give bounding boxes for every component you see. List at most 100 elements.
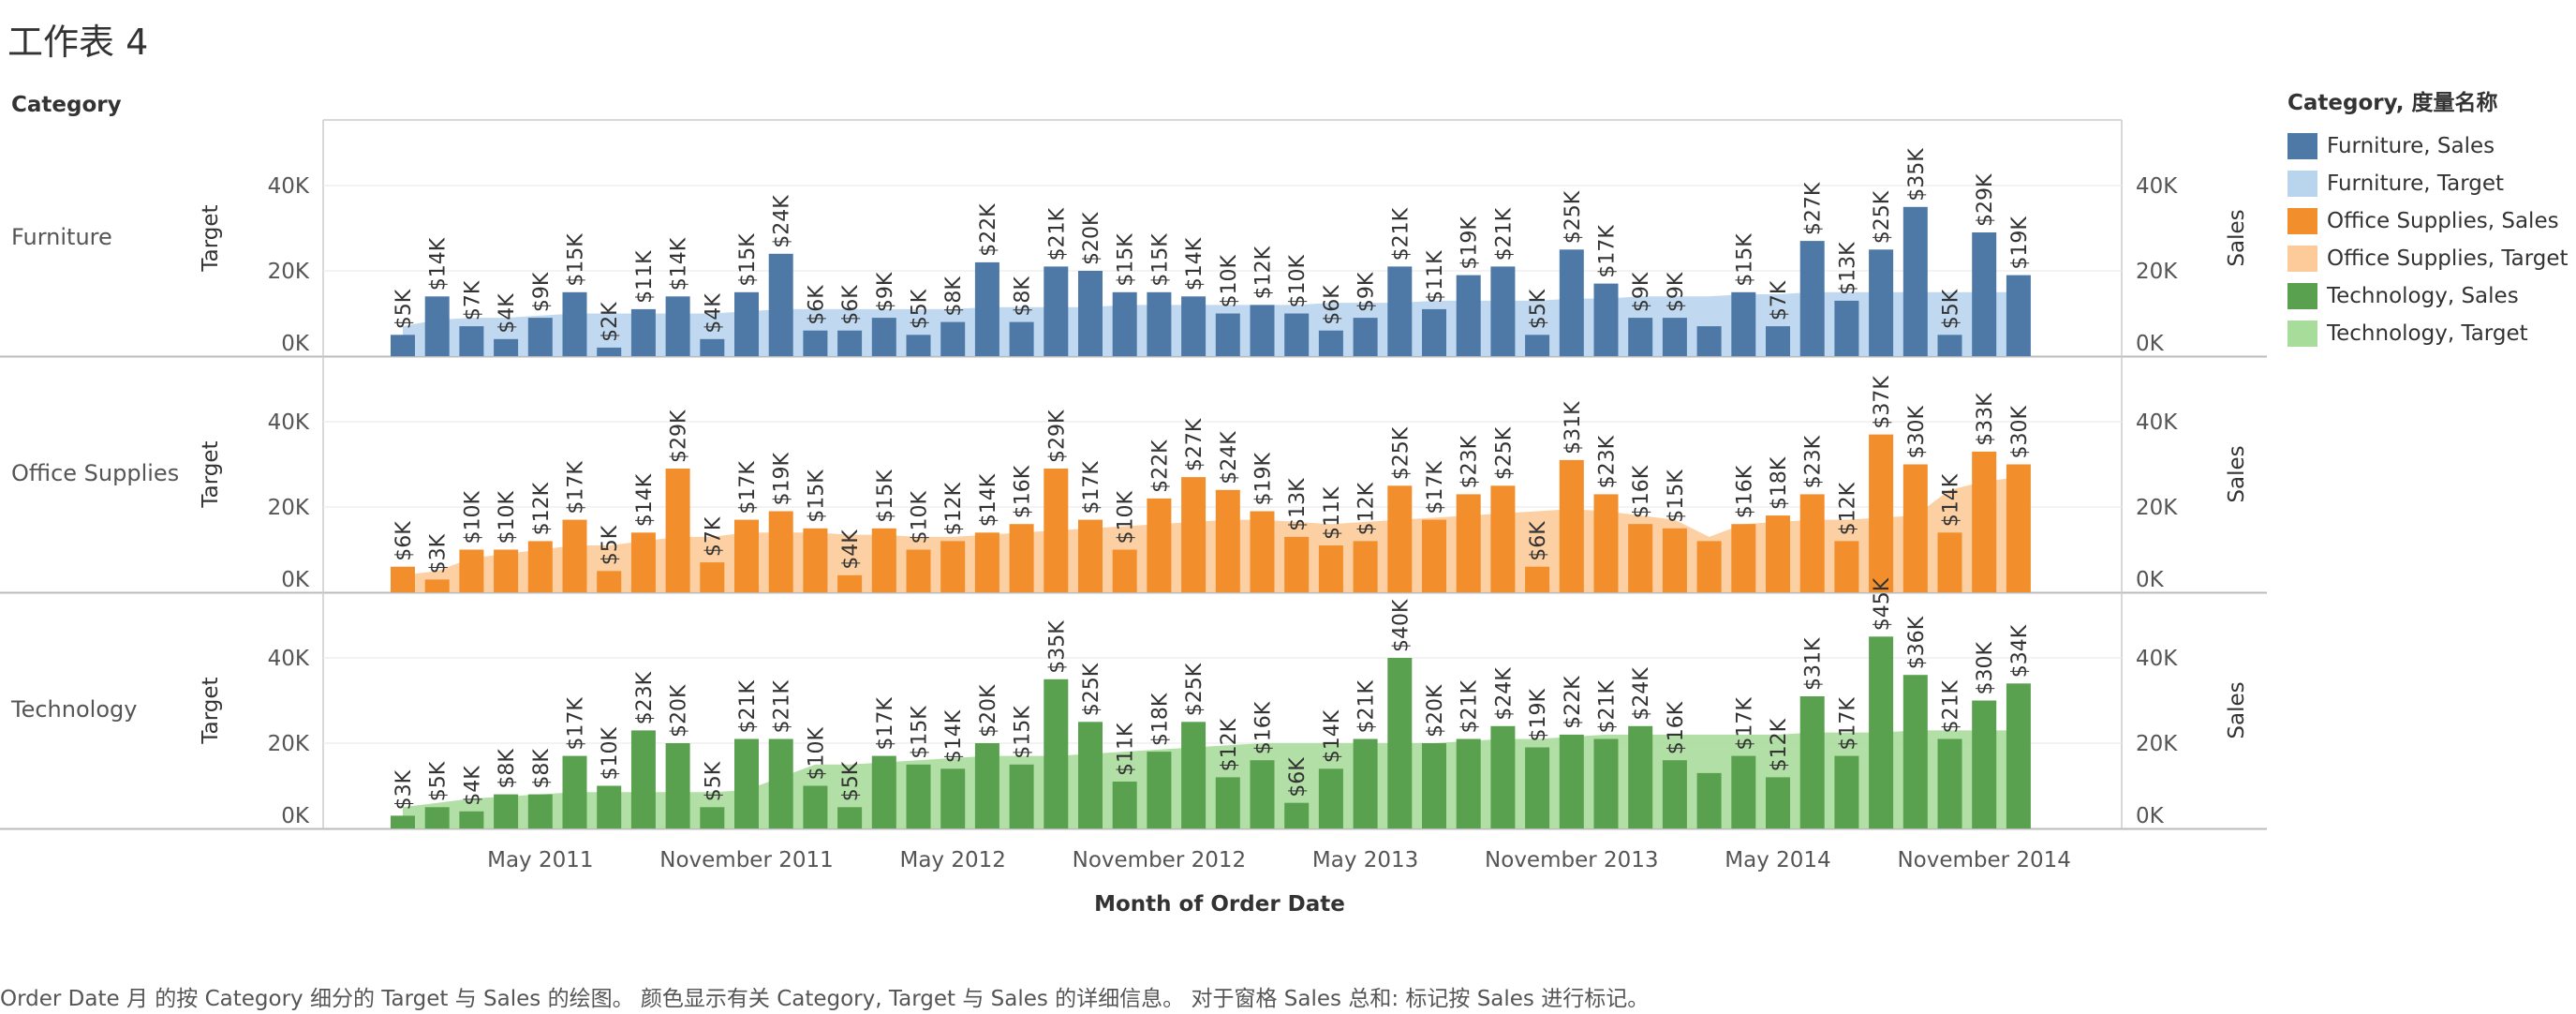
sales-bar[interactable] xyxy=(665,296,690,356)
sales-bar[interactable] xyxy=(1318,545,1343,592)
legend-item[interactable]: Furniture, Sales xyxy=(2287,127,2569,165)
sales-bar[interactable] xyxy=(1766,515,1790,592)
sales-bar[interactable] xyxy=(1147,498,1172,592)
sales-bar[interactable] xyxy=(2006,464,2031,593)
sales-bar[interactable] xyxy=(1799,494,1825,592)
sales-bar[interactable] xyxy=(1696,326,1722,356)
sales-bar[interactable] xyxy=(391,566,415,592)
sales-bar[interactable] xyxy=(494,549,519,593)
sales-bar[interactable] xyxy=(562,755,587,828)
sales-bar[interactable] xyxy=(597,347,622,356)
sales-bar[interactable] xyxy=(1834,541,1859,592)
sales-bar[interactable] xyxy=(734,738,759,829)
sales-bar[interactable] xyxy=(1902,675,1928,828)
sales-bar[interactable] xyxy=(1869,636,1894,829)
sales-bar[interactable] xyxy=(1593,283,1619,356)
legend-item[interactable]: Furniture, Target xyxy=(2287,165,2569,202)
sales-bar[interactable] xyxy=(1181,722,1207,829)
sales-bar[interactable] xyxy=(424,296,450,356)
sales-bar[interactable] xyxy=(906,335,931,357)
sales-bar[interactable] xyxy=(1284,802,1310,828)
sales-bar[interactable] xyxy=(837,330,863,356)
sales-bar[interactable] xyxy=(1972,451,1997,592)
sales-bar[interactable] xyxy=(1044,678,1069,829)
sales-bar[interactable] xyxy=(837,574,863,592)
sales-bar[interactable] xyxy=(1559,734,1584,828)
sales-bar[interactable] xyxy=(665,469,690,592)
sales-bar[interactable] xyxy=(1937,335,1962,357)
sales-bar[interactable] xyxy=(1456,275,1481,356)
sales-bar[interactable] xyxy=(1972,700,1997,829)
sales-bar[interactable] xyxy=(391,335,415,357)
sales-bar[interactable] xyxy=(1834,755,1859,828)
sales-bar[interactable] xyxy=(494,338,519,356)
sales-bar[interactable] xyxy=(527,794,553,828)
sales-bar[interactable] xyxy=(459,326,484,356)
sales-bar[interactable] xyxy=(768,253,793,356)
sales-bar[interactable] xyxy=(1353,738,1378,829)
sales-bar[interactable] xyxy=(459,811,484,828)
sales-bar[interactable] xyxy=(1766,777,1790,828)
sales-bar[interactable] xyxy=(1490,266,1516,356)
sales-bar[interactable] xyxy=(1696,541,1722,592)
sales-bar[interactable] xyxy=(665,743,690,828)
sales-bar[interactable] xyxy=(630,308,656,356)
sales-bar[interactable] xyxy=(1250,760,1275,828)
sales-bar[interactable] xyxy=(1628,524,1653,592)
sales-bar[interactable] xyxy=(1044,266,1069,356)
sales-bar[interactable] xyxy=(1559,249,1584,357)
sales-bar[interactable] xyxy=(1078,722,1103,829)
sales-bar[interactable] xyxy=(2006,275,2031,356)
sales-bar[interactable] xyxy=(1318,768,1343,828)
sales-bar[interactable] xyxy=(1250,511,1275,593)
sales-bar[interactable] xyxy=(459,549,484,593)
sales-bar[interactable] xyxy=(1937,738,1962,829)
sales-bar[interactable] xyxy=(1456,494,1481,592)
sales-bar[interactable] xyxy=(1318,330,1343,356)
sales-bar[interactable] xyxy=(974,261,999,356)
sales-bar[interactable] xyxy=(974,743,999,828)
sales-bar[interactable] xyxy=(1593,494,1619,592)
legend-item[interactable]: Technology, Sales xyxy=(2287,277,2569,315)
sales-bar[interactable] xyxy=(494,794,519,828)
sales-bar[interactable] xyxy=(1353,318,1378,356)
sales-bar[interactable] xyxy=(391,815,415,828)
sales-bar[interactable] xyxy=(906,549,931,593)
sales-bar[interactable] xyxy=(803,785,828,829)
sales-bar[interactable] xyxy=(1112,782,1137,828)
sales-bar[interactable] xyxy=(1353,541,1378,592)
sales-bar[interactable] xyxy=(837,807,863,829)
sales-bar[interactable] xyxy=(527,541,553,592)
sales-bar[interactable] xyxy=(562,291,587,357)
sales-bar[interactable] xyxy=(1284,313,1310,357)
sales-bar[interactable] xyxy=(1490,725,1516,828)
sales-bar[interactable] xyxy=(1112,549,1137,593)
sales-bar[interactable] xyxy=(871,755,896,828)
sales-bar[interactable] xyxy=(1525,747,1550,829)
sales-bar[interactable] xyxy=(1215,489,1240,592)
sales-bar[interactable] xyxy=(1078,271,1103,356)
sales-bar[interactable] xyxy=(1662,760,1687,828)
sales-bar[interactable] xyxy=(1215,313,1240,357)
sales-bar[interactable] xyxy=(1593,738,1619,829)
sales-bar[interactable] xyxy=(1834,300,1859,356)
sales-bar[interactable] xyxy=(1525,566,1550,592)
sales-bar[interactable] xyxy=(1869,434,1894,592)
sales-bar[interactable] xyxy=(1387,485,1413,593)
sales-bar[interactable] xyxy=(700,562,725,592)
sales-bar[interactable] xyxy=(1902,464,1928,593)
sales-bar[interactable] xyxy=(1147,752,1172,828)
sales-bar[interactable] xyxy=(1902,206,1928,357)
sales-bar[interactable] xyxy=(527,318,553,356)
sales-bar[interactable] xyxy=(1112,291,1137,357)
sales-bar[interactable] xyxy=(1009,764,1034,829)
sales-bar[interactable] xyxy=(768,738,793,829)
sales-bar[interactable] xyxy=(1525,335,1550,357)
sales-bar[interactable] xyxy=(1628,725,1653,828)
sales-bar[interactable] xyxy=(597,785,622,829)
sales-bar[interactable] xyxy=(1490,485,1516,593)
sales-bar[interactable] xyxy=(630,532,656,592)
sales-bar[interactable] xyxy=(1799,696,1825,828)
sales-bar[interactable] xyxy=(1731,524,1756,592)
sales-bar[interactable] xyxy=(940,768,966,828)
